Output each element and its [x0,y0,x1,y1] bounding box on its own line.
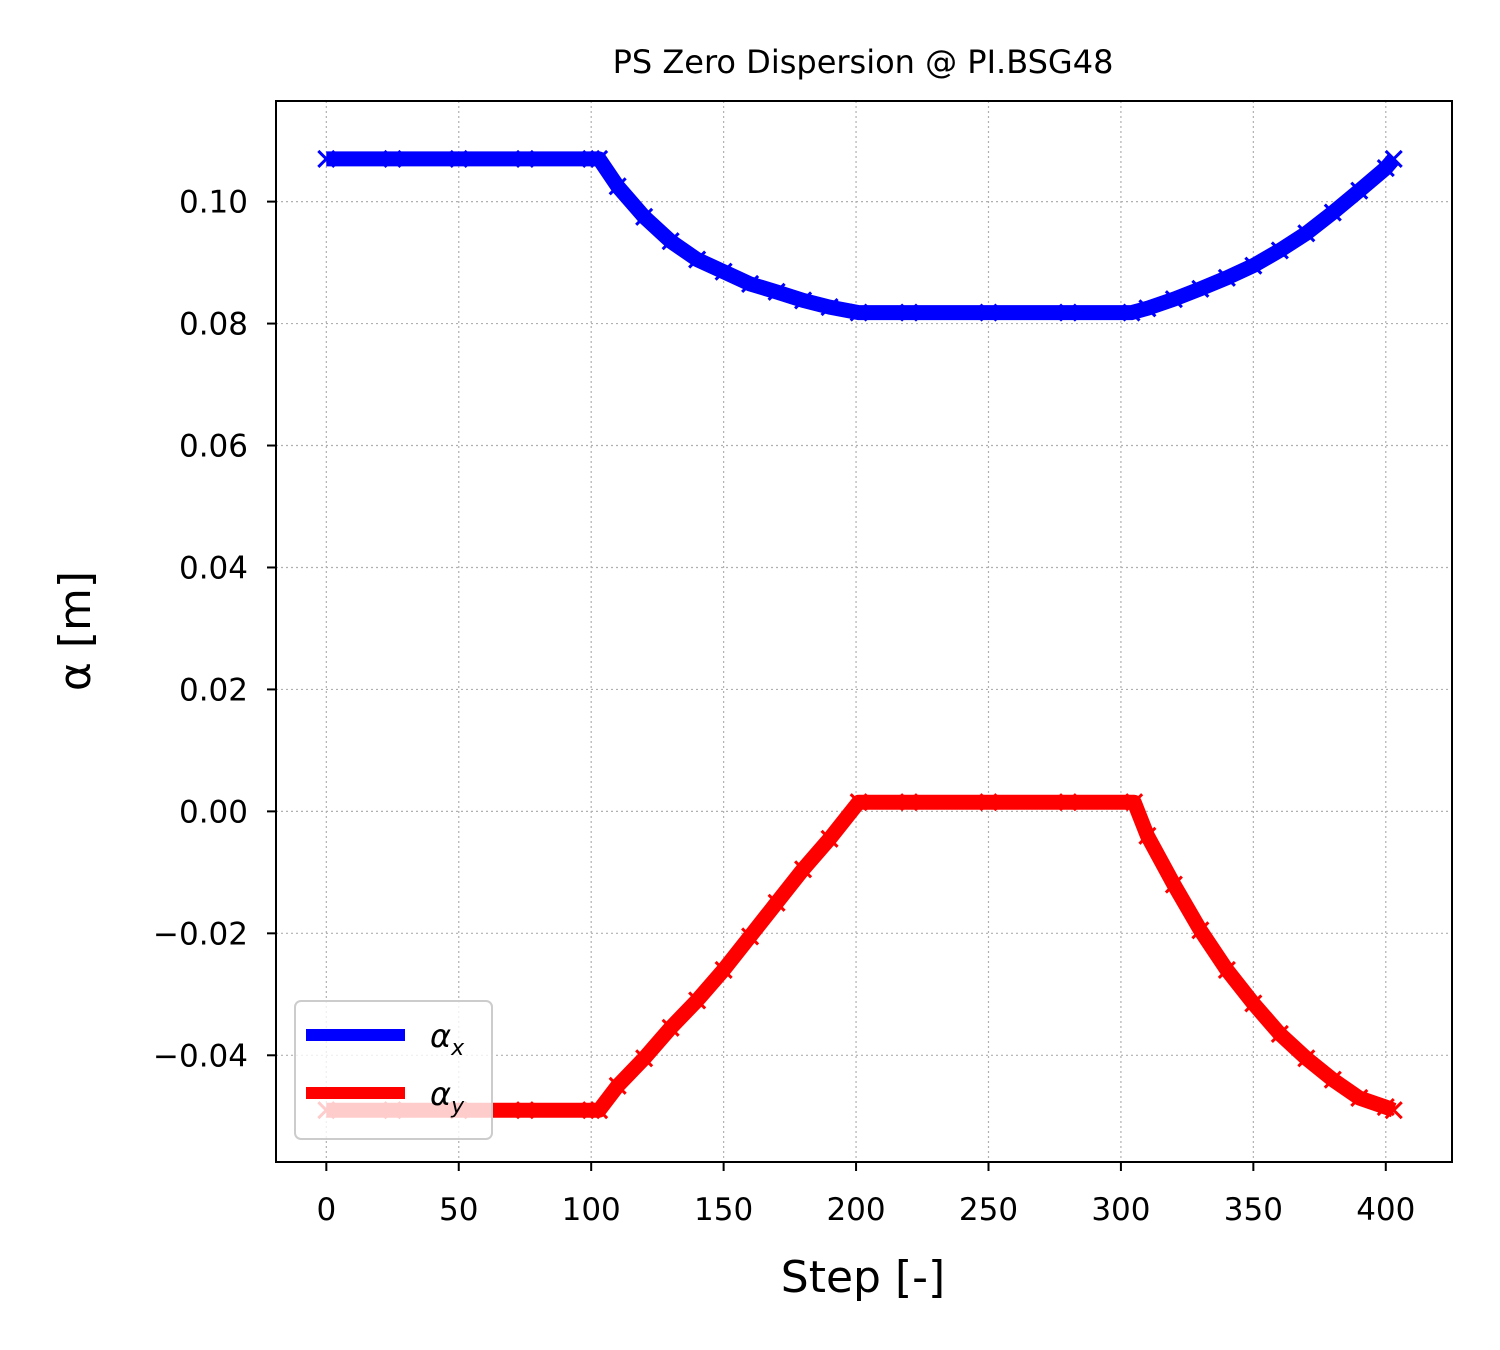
data-point [741,274,760,293]
y-tick-label: 0.02 [179,672,248,708]
legend-label-alpha-x: αx [430,1017,465,1061]
x-tick-label: 350 [1224,1192,1283,1228]
y-tick-label: 0.10 [179,185,248,221]
data-point [767,282,786,301]
data-point [979,793,998,812]
data-point [1323,203,1342,222]
data-point [515,149,535,168]
x-tick-label: 150 [694,1192,753,1228]
data-point [1297,224,1316,243]
y-tick-label: 0.00 [179,794,248,830]
data-point [794,860,813,879]
data-point [1164,290,1183,309]
x-tick-label: 50 [439,1192,478,1228]
data-point [1125,793,1144,812]
data-point [1164,875,1183,894]
data-point [1138,826,1157,845]
data-point [1244,256,1263,275]
data-point [1270,1024,1289,1044]
x-tick-label: 100 [562,1192,621,1228]
data-point [1058,303,1078,322]
y-tick-label: 0.08 [179,307,248,343]
y-tick-label: −0.02 [153,916,248,952]
data-point [449,149,468,168]
data-point [582,1101,601,1120]
y-tick-label: 0.04 [179,550,248,586]
data-point [1191,921,1210,940]
data-point [714,960,733,979]
data-point [590,1101,609,1120]
data-point [1350,1088,1369,1108]
x-axis: 0 50 100 150 200 250 300 350 400 [316,1162,1415,1228]
data-point [661,1018,680,1037]
data-point [1138,299,1157,318]
data-point [582,149,601,168]
data-point [1244,994,1263,1013]
data-point [1058,793,1078,812]
data-point [849,793,868,812]
data-point [820,298,839,317]
data-point [661,232,680,251]
data-point [849,303,868,322]
data-point [899,793,919,812]
y-tick-label: −0.04 [153,1038,248,1074]
data-point [1191,279,1210,298]
data-point [590,149,609,168]
data-point [1270,241,1289,260]
chart-title: PS Zero Dispersion @ PI.BSG48 [613,43,1114,81]
legend-label-alpha-y: αy [430,1075,465,1119]
data-point [688,250,707,269]
data-point [979,303,998,322]
x-tick-label: 0 [316,1192,336,1228]
data-point [767,893,786,912]
data-point [608,1076,627,1095]
data-point [1350,181,1369,200]
data-point [635,1049,654,1068]
y-tick-label: 0.06 [179,429,248,465]
data-point [820,829,839,848]
data-point [899,303,919,322]
data-point [1384,149,1403,168]
data-point [1384,1101,1403,1120]
data-point [317,149,336,168]
legend-swatch-alpha-x [306,1029,405,1041]
y-axis: −0.04 −0.02 0.00 0.02 0.04 0.06 0.08 0.10 [153,185,276,1074]
data-point [688,991,707,1010]
data-point [794,291,813,310]
x-tick-label: 300 [1091,1192,1150,1228]
y-axis-label: α [m] [50,571,101,691]
data-point [714,262,733,281]
series-alpha-x [317,149,1403,322]
data-point [1323,1070,1342,1089]
plot-frame [275,100,1453,1163]
data-point [635,207,654,226]
data-point [741,927,760,946]
data-point [1122,303,1141,322]
data-point [515,1101,535,1120]
x-tick-label: 200 [826,1192,885,1228]
data-point [1297,1049,1316,1068]
data-point [608,177,627,196]
x-tick-label: 400 [1356,1192,1415,1228]
x-axis-label: Step [-] [781,1252,945,1303]
data-point [1217,960,1236,979]
legend: αx αy [294,1000,493,1140]
data-point [1217,268,1236,287]
legend-swatch-alpha-y [306,1087,405,1099]
data-point [383,149,402,168]
series-layer [317,149,1403,1120]
x-tick-label: 250 [959,1192,1018,1228]
